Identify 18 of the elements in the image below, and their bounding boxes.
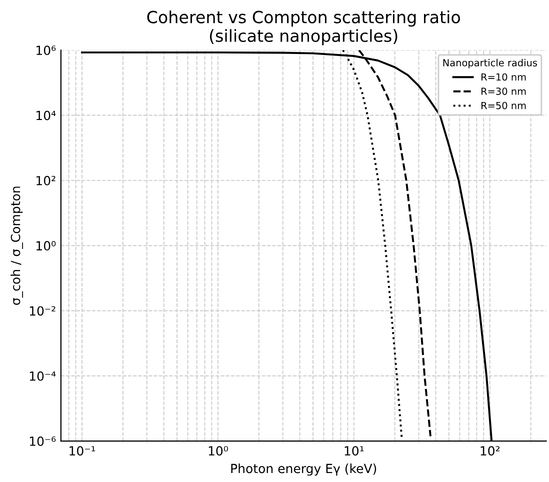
legend-label: R=30 nm: [481, 88, 526, 95]
chart-title: Coherent vs Compton scattering ratio (silicate nanoparticles): [147, 10, 460, 46]
y-tick-label: 10⁰: [36, 241, 56, 251]
y-tick-label: 10⁶: [36, 46, 56, 56]
x-tick-label: 10²: [480, 446, 500, 456]
y-tick-label: 10⁻⁶: [30, 436, 56, 446]
y-tick-label: 10²: [36, 176, 56, 186]
x-axis-title: Photon energy Eγ (keV): [231, 464, 376, 476]
legend-label: R=50 nm: [481, 102, 526, 110]
x-tick-label: 10⁰: [208, 446, 228, 456]
y-tick-label: 10⁻²: [30, 306, 56, 316]
y-tick-label: 10⁻⁴: [30, 371, 56, 381]
x-tick-label: 10¹: [344, 446, 364, 456]
legend-title: Nanoparticle radius: [443, 58, 538, 68]
y-tick-label: 10⁴: [36, 110, 56, 120]
y-axis-title: σ_coh / σ_Compton: [10, 186, 24, 305]
legend-label: R=10 nm: [481, 73, 526, 81]
x-tick-label: 10⁻¹: [70, 446, 96, 456]
